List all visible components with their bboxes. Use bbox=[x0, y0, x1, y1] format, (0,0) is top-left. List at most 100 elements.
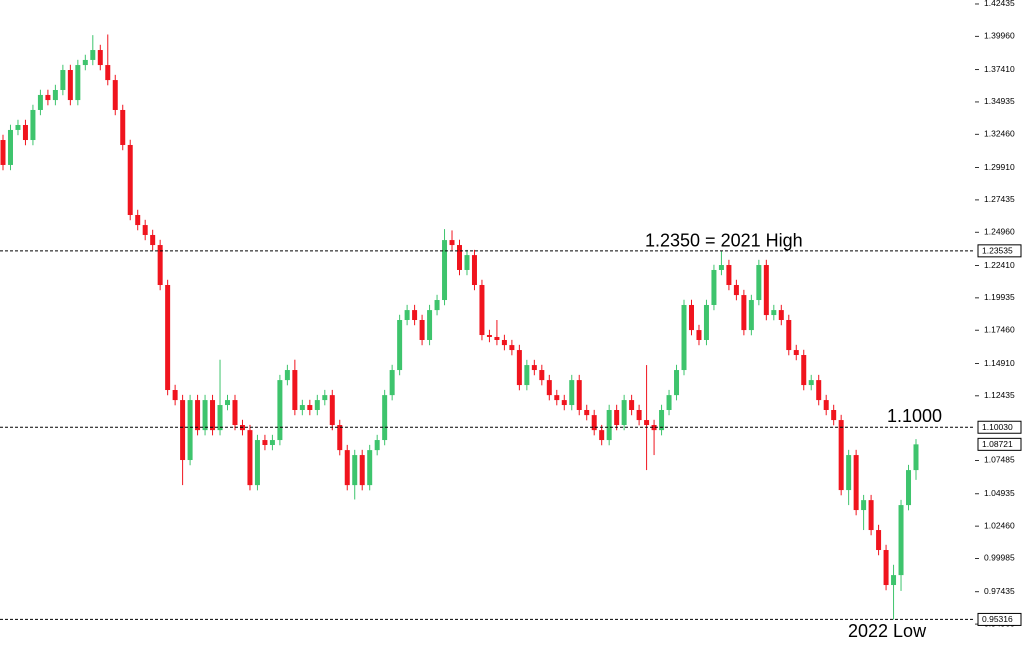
candle-body bbox=[367, 450, 373, 486]
candle-body bbox=[666, 395, 672, 411]
candle-body bbox=[606, 410, 612, 441]
y-tick-label: 1.29910 bbox=[984, 162, 1015, 172]
candle-body bbox=[546, 380, 552, 396]
candle-body bbox=[337, 425, 343, 451]
candle-body bbox=[524, 365, 530, 386]
candle-body bbox=[277, 380, 283, 441]
candle-body bbox=[269, 440, 275, 446]
candle-body bbox=[389, 370, 395, 396]
y-tick-label: 1.07485 bbox=[984, 455, 1015, 465]
candle-body bbox=[52, 89, 58, 101]
candle-body bbox=[659, 410, 665, 431]
candle-body bbox=[112, 80, 118, 110]
price-tag-label: 1.08721 bbox=[982, 439, 1013, 449]
candle-body bbox=[801, 355, 807, 386]
candle-body bbox=[135, 214, 141, 226]
candle-body bbox=[457, 245, 462, 270]
candle-body bbox=[494, 336, 500, 340]
y-tick-label: 1.24960 bbox=[984, 226, 1015, 236]
candle-body bbox=[37, 94, 43, 110]
candle-body bbox=[621, 400, 627, 426]
candle-body bbox=[105, 65, 111, 81]
candle-body bbox=[60, 70, 66, 90]
candle-body bbox=[442, 240, 448, 301]
price-tag bbox=[977, 437, 1022, 451]
candle-body bbox=[307, 405, 313, 411]
candle-body bbox=[427, 310, 433, 340]
price-tag bbox=[977, 612, 1022, 626]
candle-body bbox=[778, 310, 784, 321]
candle-body bbox=[75, 65, 81, 101]
candle-body bbox=[486, 335, 492, 337]
candle-body bbox=[629, 400, 635, 411]
price-tag-label: 1.23535 bbox=[982, 246, 1013, 256]
candle-body bbox=[726, 265, 732, 286]
y-tick-label: 1.22410 bbox=[984, 260, 1015, 270]
candle-body bbox=[576, 380, 582, 411]
candle-body bbox=[741, 295, 747, 331]
candle-body bbox=[883, 550, 889, 586]
candle-body bbox=[471, 255, 477, 286]
candle-body bbox=[382, 395, 388, 441]
candle-body bbox=[30, 109, 36, 141]
candle-body bbox=[232, 400, 238, 426]
candle-body bbox=[838, 420, 844, 491]
candle-body bbox=[225, 400, 231, 406]
candle-body bbox=[846, 455, 852, 491]
y-tick-label: 1.34935 bbox=[984, 96, 1015, 106]
level-annotation: 1.2350 = 2021 High bbox=[645, 231, 803, 251]
y-tick-label: 1.04935 bbox=[984, 488, 1015, 498]
price-tag-label: 0.95316 bbox=[982, 614, 1013, 624]
y-tick-label: 1.14910 bbox=[984, 358, 1015, 368]
candle-body bbox=[876, 530, 882, 551]
candle-body bbox=[90, 50, 96, 60]
candle-body bbox=[479, 285, 485, 336]
candle-body bbox=[195, 400, 201, 431]
candle-body bbox=[397, 320, 403, 371]
candle-body bbox=[15, 124, 21, 130]
candle-body bbox=[703, 304, 709, 340]
candle-body bbox=[187, 400, 193, 461]
candle-body bbox=[165, 285, 171, 391]
candle-body bbox=[67, 70, 73, 101]
y-tick-label: 1.19935 bbox=[984, 292, 1015, 302]
candle-body bbox=[696, 330, 702, 340]
candle-body bbox=[217, 405, 223, 431]
candle-body bbox=[180, 400, 186, 461]
candle-body bbox=[22, 124, 28, 141]
candle-body bbox=[412, 310, 418, 321]
candle-body bbox=[344, 450, 350, 486]
candle-body bbox=[157, 245, 163, 286]
candle-body bbox=[501, 339, 507, 346]
candle-body bbox=[711, 269, 717, 305]
candle-body bbox=[434, 300, 440, 311]
candle-body bbox=[561, 400, 567, 406]
level-annotation: 1.1000 bbox=[887, 406, 942, 426]
y-tick-label: 1.17460 bbox=[984, 324, 1015, 334]
y-tick-label: 1.37410 bbox=[984, 64, 1015, 74]
price-tag bbox=[977, 244, 1022, 258]
candle-body bbox=[771, 310, 777, 316]
candle-body bbox=[464, 255, 470, 270]
candle-body bbox=[681, 304, 687, 371]
candle-body bbox=[262, 440, 268, 446]
y-tick-label: 0.99985 bbox=[984, 553, 1015, 563]
price-tag-label: 1.10030 bbox=[982, 422, 1013, 432]
candle-body bbox=[733, 285, 739, 296]
candle-body bbox=[868, 500, 874, 531]
candle-body bbox=[419, 320, 425, 340]
candle-body bbox=[906, 470, 912, 506]
candle-body bbox=[142, 225, 148, 235]
candle-body bbox=[516, 350, 522, 386]
candle-body bbox=[584, 410, 590, 416]
candle-body bbox=[322, 395, 328, 401]
candle-body bbox=[284, 370, 290, 381]
candle-body bbox=[150, 234, 156, 246]
candle-body bbox=[45, 94, 51, 101]
candle-body bbox=[210, 400, 216, 431]
level-annotation: 2022 Low bbox=[848, 621, 927, 641]
candle-body bbox=[359, 455, 365, 486]
candle-body bbox=[786, 320, 792, 351]
candle-body bbox=[97, 50, 103, 66]
